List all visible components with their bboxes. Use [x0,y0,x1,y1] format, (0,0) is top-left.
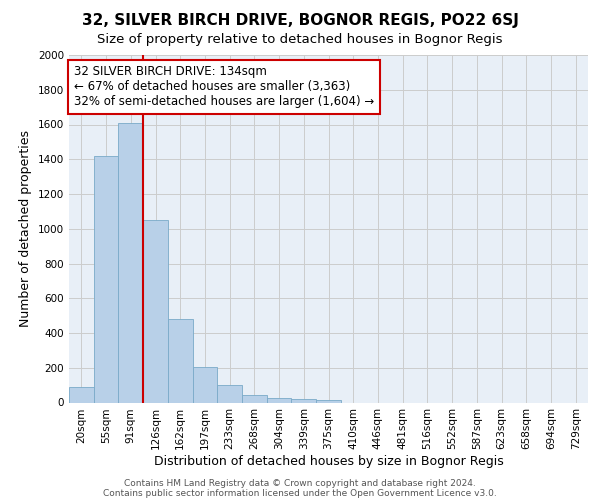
Bar [118,123,143,402]
Text: 32, SILVER BIRCH DRIVE, BOGNOR REGIS, PO22 6SJ: 32, SILVER BIRCH DRIVE, BOGNOR REGIS, PO… [82,12,518,28]
Text: Contains public sector information licensed under the Open Government Licence v3: Contains public sector information licen… [103,488,497,498]
Text: 32 SILVER BIRCH DRIVE: 134sqm
← 67% of detached houses are smaller (3,363)
32% o: 32 SILVER BIRCH DRIVE: 134sqm ← 67% of d… [74,66,374,108]
Bar [69,387,94,402]
Bar [242,395,267,402]
Bar [143,220,168,402]
Bar [292,400,316,402]
Bar [168,319,193,402]
Bar [94,156,118,402]
Text: Size of property relative to detached houses in Bognor Regis: Size of property relative to detached ho… [97,32,503,46]
Bar [316,400,341,402]
Bar [267,398,292,402]
X-axis label: Distribution of detached houses by size in Bognor Regis: Distribution of detached houses by size … [154,455,503,468]
Bar [217,385,242,402]
Text: Contains HM Land Registry data © Crown copyright and database right 2024.: Contains HM Land Registry data © Crown c… [124,478,476,488]
Y-axis label: Number of detached properties: Number of detached properties [19,130,32,327]
Bar [193,367,217,402]
